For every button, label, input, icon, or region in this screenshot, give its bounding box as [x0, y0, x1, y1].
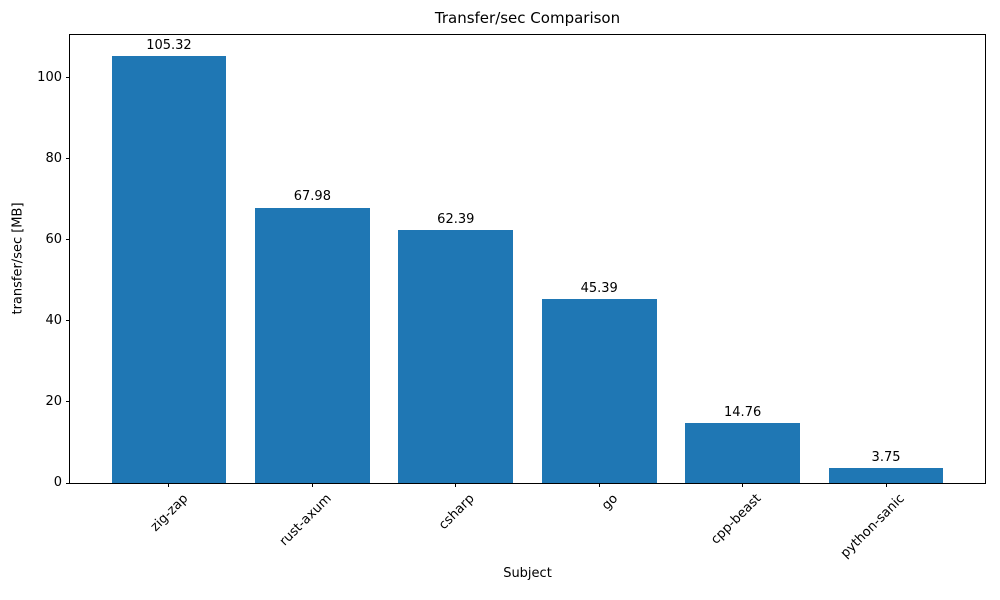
y-tick-label: 100 [37, 69, 62, 85]
x-tick-label: rust-axum [276, 491, 335, 550]
bar [398, 230, 514, 483]
bar [111, 56, 227, 483]
x-tick-mark [598, 483, 600, 487]
x-tick-mark [168, 483, 170, 487]
y-tick-mark [66, 320, 70, 322]
bar-value-label: 62.39 [437, 211, 475, 227]
x-tick-mark [742, 483, 744, 487]
x-tick-mark [311, 483, 313, 487]
y-axis-label-text: transfer/sec [MB] [10, 201, 26, 315]
bar [685, 423, 800, 483]
x-tick-mark [455, 483, 457, 487]
x-axis-label: Subject [503, 566, 552, 581]
y-tick-label: 0 [53, 475, 62, 490]
y-tick-mark [66, 401, 70, 403]
x-tick-mark [885, 483, 887, 487]
y-tick-label: 40 [45, 312, 62, 328]
chart-title: Transfer/sec Comparison [434, 9, 621, 27]
bar [828, 467, 944, 483]
y-tick-label: 80 [45, 150, 62, 166]
y-tick-mark [66, 482, 70, 484]
x-tick-label: python-sanic [837, 491, 908, 562]
x-tick-label: go [599, 491, 622, 514]
bar [255, 207, 370, 483]
y-tick-label: 20 [45, 393, 62, 409]
bar-value-label: 105.32 [146, 38, 192, 54]
bar [541, 299, 657, 483]
x-tick-label: zig-zap [147, 491, 191, 535]
plot-area: 0 20 40 60 80 100 105.32 zig-zap 67.98 rust-axum 6… [37, 34, 986, 561]
y-tick-mark [66, 158, 70, 160]
bar-value-label: 45.39 [580, 280, 618, 296]
bar-value-label: 3.75 [871, 449, 901, 465]
y-tick-mark [66, 239, 70, 241]
y-tick-mark [66, 77, 70, 79]
bar-value-label: 14.76 [724, 404, 762, 420]
x-tick-label: csharp [436, 491, 478, 533]
y-tick-label: 60 [45, 231, 62, 247]
x-tick-label: cpp-beast [708, 491, 765, 548]
bar-value-label: 67.98 [293, 189, 331, 205]
